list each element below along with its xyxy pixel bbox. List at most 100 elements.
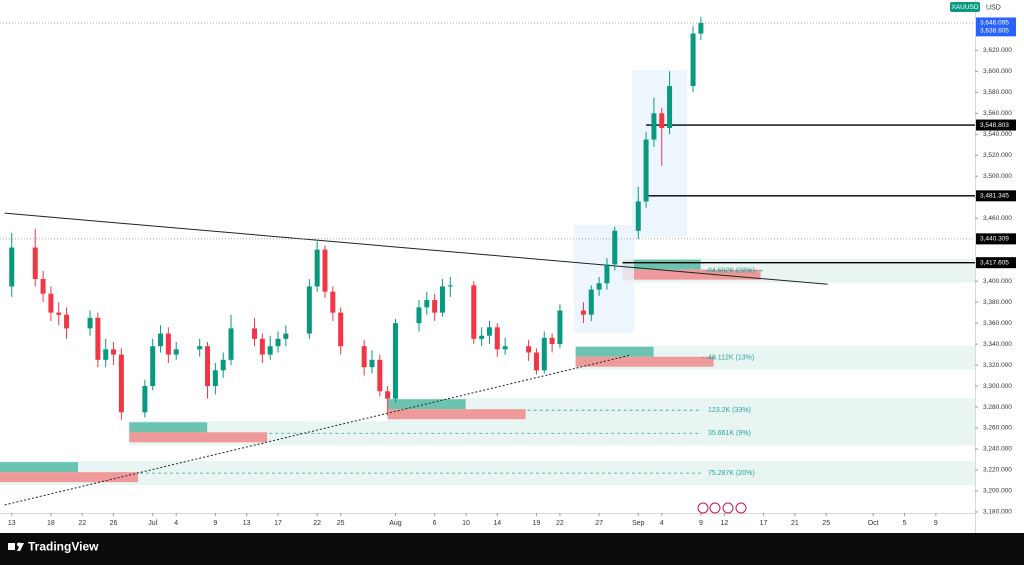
- x-tick-label: 27: [595, 520, 603, 527]
- event-icon[interactable]: [735, 502, 747, 514]
- candle-body: [377, 359, 383, 392]
- price-label: 3,440.309: [980, 236, 1009, 243]
- x-tick-label: 12: [720, 520, 728, 527]
- x-tick-label: Jul: [148, 520, 157, 527]
- candle-body: [439, 286, 445, 313]
- price-label-box: [976, 233, 1016, 245]
- volume-sell-bar: [387, 409, 526, 420]
- candle-body: [651, 113, 657, 140]
- candle-body: [267, 346, 273, 355]
- y-tick-label: 3,600.000: [983, 68, 1012, 75]
- x-tick-label: 19: [533, 520, 541, 527]
- event-icon[interactable]: [697, 502, 709, 514]
- y-tick-label: 3,300.000: [983, 383, 1012, 390]
- y-tick-label: 3,260.000: [983, 425, 1012, 432]
- candle-body: [314, 249, 320, 287]
- zone-label: 123.2K (33%): [708, 407, 751, 414]
- event-icon[interactable]: [722, 502, 734, 514]
- volume-sell-bar: [129, 432, 268, 443]
- candle-body: [698, 23, 704, 34]
- volume-profile-box: [574, 225, 634, 333]
- candle-body: [479, 335, 485, 339]
- zone-label: 75.287K (20%): [708, 470, 755, 477]
- y-tick-label: 3,280.000: [983, 404, 1012, 411]
- price-label: 3,638.605: [980, 28, 1009, 35]
- candle-body: [95, 317, 101, 360]
- candle-body: [111, 349, 117, 355]
- candle-body: [220, 359, 226, 371]
- volume-buy-bar: [622, 259, 701, 270]
- candle-body: [56, 312, 62, 315]
- brand-logo[interactable]: TradingView: [8, 540, 99, 554]
- event-icons[interactable]: [697, 502, 747, 514]
- x-tick-label: 13: [243, 520, 251, 527]
- candle-body: [486, 327, 492, 336]
- x-tick-label: 4: [660, 520, 664, 527]
- volume-sell-bar: [0, 472, 138, 483]
- candle-body: [259, 338, 265, 355]
- price-label-box: [976, 119, 1016, 131]
- candle-body: [40, 279, 46, 294]
- x-tick-label: 22: [556, 520, 564, 527]
- x-tick-label: 9: [213, 520, 217, 527]
- candle-body: [526, 346, 532, 353]
- x-tick-label: 22: [78, 520, 86, 527]
- volume-sell-bar: [622, 269, 761, 280]
- candle-body: [103, 349, 109, 360]
- zone-label: 35.661K (9%): [708, 430, 751, 437]
- zone-label: 48.112K (13%): [708, 355, 754, 362]
- x-tick-label: 6: [433, 520, 437, 527]
- candle-body: [165, 333, 171, 355]
- y-tick-label: 3,380.000: [983, 299, 1012, 306]
- candle-body: [580, 310, 586, 315]
- symbol[interactable]: XAUUSD: [951, 4, 978, 11]
- footer-bar: [0, 533, 1024, 565]
- y-tick-label: 3,500.000: [983, 173, 1012, 180]
- candle-body: [596, 283, 602, 290]
- brand[interactable]: TradingView: [28, 540, 99, 554]
- y-tick-label: 3,560.000: [983, 110, 1012, 117]
- price-label: 3,417.605: [980, 259, 1009, 266]
- candle-body: [643, 139, 649, 202]
- candle-body: [659, 113, 665, 128]
- x-tick-label: 5: [903, 520, 907, 527]
- y-tick-label: 3,200.000: [983, 488, 1012, 495]
- candle-body: [87, 317, 93, 329]
- y-tick-label: 3,540.000: [983, 131, 1012, 138]
- candle-body: [612, 230, 618, 265]
- trendline: [4, 212, 828, 285]
- x-tick-label: 21: [791, 520, 799, 527]
- y-tick-label: 3,400.000: [983, 278, 1012, 285]
- price-label: 3,548.803: [980, 122, 1009, 129]
- event-icon[interactable]: [709, 502, 721, 514]
- candle-body: [432, 300, 438, 313]
- candle-body: [533, 352, 539, 371]
- candle-body: [197, 346, 203, 350]
- volume-buy-bar: [129, 422, 208, 433]
- y-tick-label: 3,460.000: [983, 215, 1012, 222]
- candle-body: [635, 201, 641, 231]
- y-tick-label: 3,220.000: [983, 467, 1012, 474]
- trendline: [4, 354, 631, 506]
- x-tick-label: 10: [462, 520, 470, 527]
- candle-body: [557, 310, 563, 345]
- logo-slash: [17, 543, 24, 551]
- volume-buy-bar: [0, 462, 78, 473]
- candle-body: [361, 346, 367, 368]
- candle-body: [283, 333, 289, 339]
- candle-body: [541, 337, 547, 371]
- currency[interactable]: USD: [986, 4, 1001, 11]
- candle-body: [690, 33, 696, 87]
- x-tick-label: 9: [699, 520, 703, 527]
- symbol-badge[interactable]: [950, 2, 980, 12]
- volume-sell-bar: [575, 356, 714, 367]
- candle-body: [142, 386, 148, 413]
- candle-body: [32, 247, 38, 280]
- candle-body: [502, 346, 508, 350]
- x-tick-label: 26: [110, 520, 118, 527]
- candle-body: [173, 349, 179, 355]
- candle-body: [228, 328, 234, 360]
- candle-body: [150, 346, 156, 387]
- y-tick-label: 3,180.000: [983, 509, 1012, 516]
